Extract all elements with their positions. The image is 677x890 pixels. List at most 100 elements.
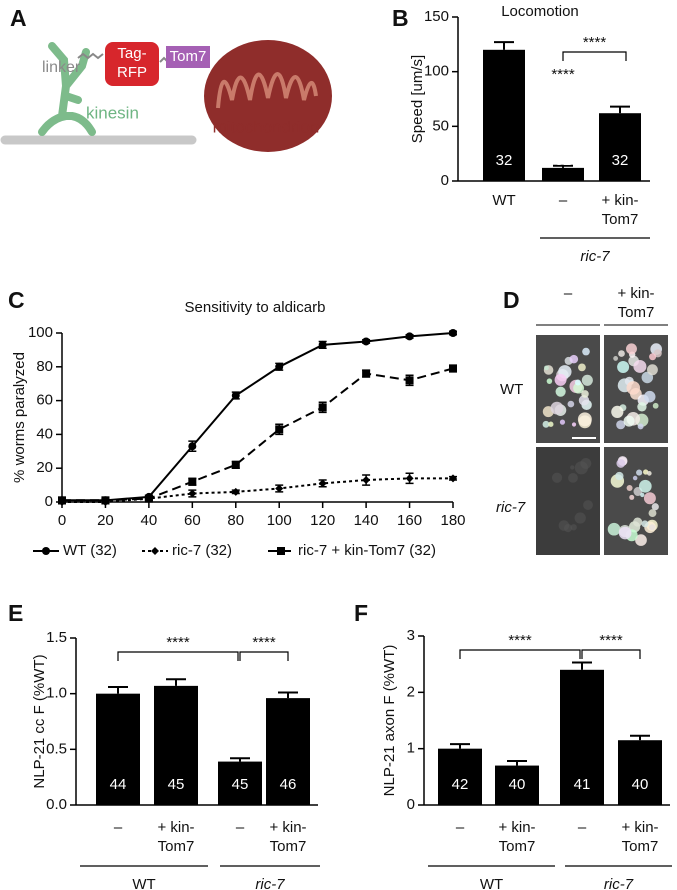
- n-label: 40: [509, 776, 526, 793]
- x-tick-label: 0: [58, 512, 66, 529]
- vesicle: [639, 479, 652, 493]
- series-line: [62, 477, 453, 503]
- bar: [618, 740, 662, 805]
- vesicle: [618, 350, 625, 357]
- vesicle: [649, 353, 657, 361]
- x-tick-label: Tom7: [158, 838, 195, 855]
- chart-title: Sensitivity to aldicarb: [185, 299, 326, 316]
- bar: [599, 113, 641, 181]
- vesicle: [569, 354, 579, 364]
- legend-marker: [42, 547, 50, 555]
- vesicle: [643, 492, 656, 505]
- kinesin-shape: [38, 42, 96, 136]
- vesicle: [632, 475, 638, 481]
- y-axis-label: NLP-21 axon F (%WT): [381, 645, 398, 797]
- n-label: 46: [280, 776, 297, 793]
- marker: [231, 487, 240, 496]
- x-tick-label: Tom7: [602, 211, 639, 228]
- bar: [154, 685, 198, 805]
- significance-label: ****: [508, 632, 532, 649]
- marker: [188, 442, 197, 451]
- y-tick-label: 60: [36, 392, 53, 409]
- panel-letter: C: [8, 287, 25, 313]
- vesicle: [616, 459, 626, 468]
- x-tick-label: –: [114, 819, 123, 836]
- bar: [483, 49, 525, 181]
- column-label: –: [564, 285, 573, 302]
- legend-label: WT (32): [63, 542, 117, 559]
- x-tick-label: WT: [492, 192, 515, 209]
- significance-bracket: [562, 51, 627, 61]
- y-axis-label: NLP-21 cc F (%WT): [31, 654, 48, 788]
- vesicle: [617, 361, 630, 373]
- bar: [266, 698, 310, 805]
- vesicle: [554, 373, 567, 386]
- y-tick-label: 1: [407, 740, 415, 757]
- y-tick-label: 80: [36, 358, 53, 375]
- x-tick-label: 140: [354, 512, 379, 529]
- vesicle: [633, 359, 647, 373]
- n-label: 32: [496, 152, 513, 169]
- vesicle: [643, 390, 656, 403]
- vesicle: [626, 343, 637, 355]
- vesicle: [618, 526, 632, 540]
- y-tick-label: 0.0: [46, 796, 67, 813]
- series-line: [62, 332, 454, 502]
- vesicle: [548, 421, 554, 427]
- panel-letter: F: [354, 600, 368, 626]
- x-tick-label: + kin-: [621, 819, 658, 836]
- vesicle: [616, 420, 626, 430]
- n-label: 32: [555, 152, 572, 169]
- vesicle: [544, 365, 549, 371]
- vesicle: [546, 378, 553, 384]
- vesicle: [582, 347, 590, 356]
- marker: [188, 477, 197, 486]
- marker: [405, 332, 414, 341]
- vesicle: [649, 524, 656, 531]
- y-tick-label: 1.5: [46, 629, 67, 646]
- tag-rfp-box: [105, 42, 159, 86]
- vesicle: [648, 509, 657, 518]
- panel-letter: D: [503, 287, 520, 313]
- vesicle: [626, 381, 641, 395]
- y-tick-label: 3: [407, 627, 415, 644]
- x-tick-label: + kin-: [269, 819, 306, 836]
- vesicle: [574, 512, 586, 524]
- marker: [231, 391, 240, 400]
- bar: [218, 761, 262, 805]
- vesicle: [568, 472, 578, 483]
- vesicle: [643, 469, 649, 475]
- marker: [362, 337, 371, 346]
- y-tick-label: 150: [424, 8, 449, 25]
- marker: [318, 403, 327, 412]
- bar: [495, 765, 539, 805]
- vesicle: [629, 494, 635, 500]
- y-tick-label: 100: [424, 63, 449, 80]
- bar: [560, 669, 604, 805]
- marker: [275, 362, 284, 371]
- vesicle: [570, 465, 575, 470]
- vesicle: [581, 374, 593, 386]
- group-label: ric-7: [604, 876, 634, 890]
- y-tick-label: 40: [36, 425, 53, 442]
- panel-letter: A: [10, 5, 27, 31]
- marker: [318, 340, 327, 349]
- linker-line: [77, 52, 104, 60]
- significance-label: ****: [599, 632, 623, 649]
- vesicle: [641, 520, 649, 528]
- x-tick-label: Tom7: [270, 838, 307, 855]
- marker: [449, 474, 457, 483]
- y-axis-label: % worms paralyzed: [11, 352, 28, 483]
- panel-letter: E: [8, 600, 23, 626]
- vesicle: [607, 522, 621, 536]
- vesicle: [581, 390, 589, 398]
- column-label: + kin-: [617, 285, 654, 302]
- vesicle: [637, 402, 647, 412]
- marker: [188, 489, 197, 498]
- diagram-label: kinesin: [86, 103, 139, 122]
- tom7-box: [166, 46, 210, 68]
- x-tick-label: Tom7: [499, 838, 536, 855]
- diagram-label: linker: [42, 59, 81, 76]
- marker: [275, 425, 284, 434]
- y-tick-label: 0.5: [46, 740, 67, 757]
